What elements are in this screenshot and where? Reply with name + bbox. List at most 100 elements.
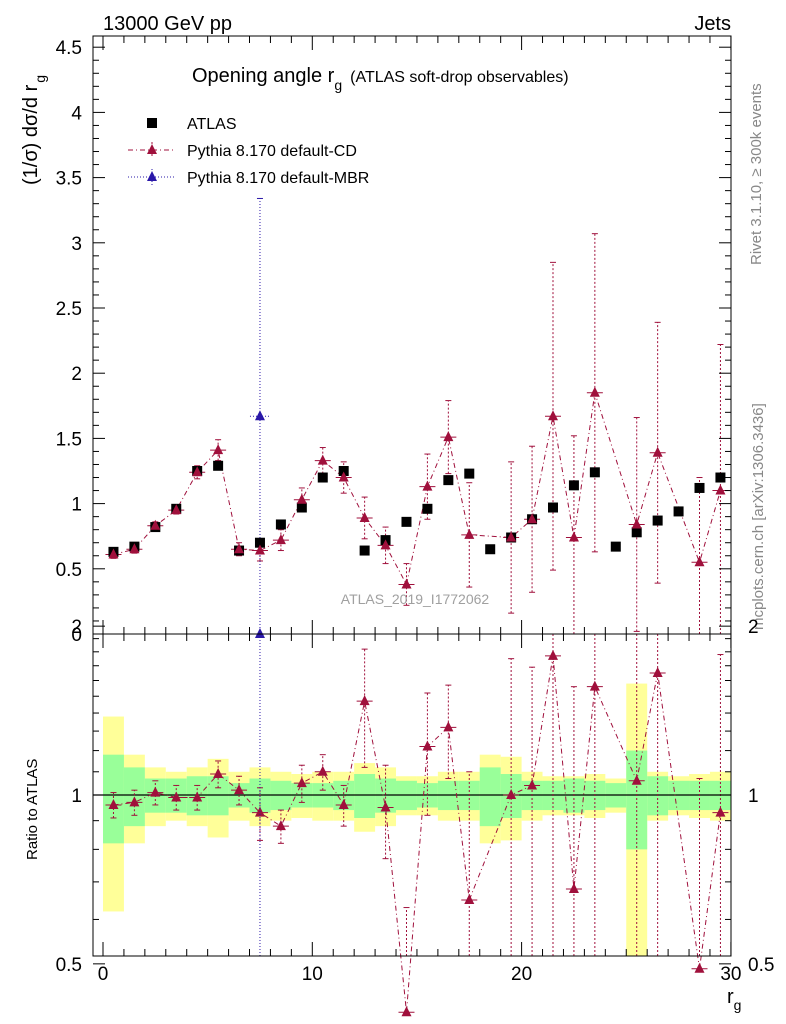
- mcplots-label: mcplots.cern.ch [arXiv:1306.3436]: [750, 403, 767, 630]
- atlas-point: [631, 527, 642, 538]
- ratio-cd-point: [401, 1006, 412, 1017]
- cd-point: [652, 446, 663, 457]
- atlas-point: [317, 472, 328, 483]
- ratio-cd-point: [296, 777, 307, 788]
- legend-atlas-label: ATLAS: [187, 116, 237, 133]
- cd-point: [422, 480, 433, 491]
- legend: ATLAS Pythia 8.170 default-CD Pythia 8.1…: [128, 116, 369, 187]
- ratio-cd-point: [108, 798, 119, 809]
- band-inner: [479, 767, 501, 827]
- atlas-point: [610, 541, 621, 552]
- cd-point: [715, 484, 726, 495]
- y-tick-label: 1: [71, 495, 82, 516]
- cd-point: [213, 444, 224, 455]
- ratio-cd-point: [192, 791, 203, 802]
- band-inner: [354, 774, 376, 818]
- atlas-point: [464, 468, 475, 479]
- y-tick-label: 4: [71, 103, 82, 124]
- ratio-y-label: Ratio to ATLAS: [24, 759, 41, 860]
- atlas-point: [213, 460, 224, 471]
- x-tick-label: 10: [302, 964, 323, 985]
- analysis-watermark: ATLAS_2019_I1772062: [341, 591, 490, 607]
- y-tick-label: 3.5: [56, 169, 82, 190]
- cd-point: [171, 504, 182, 515]
- atlas-point: [422, 503, 433, 514]
- cd-point: [464, 528, 475, 539]
- cd-point: [443, 431, 454, 442]
- cd-point: [234, 543, 245, 554]
- ratio-cd-point: [380, 801, 391, 812]
- cd-point: [506, 531, 517, 542]
- atlas-point: [547, 502, 558, 513]
- y-axis-label: (1/σ) dσ/d rg: [20, 75, 48, 185]
- title-main: Opening angle r: [192, 65, 335, 87]
- cd-point: [275, 534, 286, 545]
- atlas-point: [485, 544, 496, 555]
- ratio-cd-point: [715, 806, 726, 817]
- legend-mbr-marker: [147, 171, 157, 181]
- cd-point: [527, 513, 538, 524]
- rivet-label: Rivet 3.1.10, ≥ 300k events: [748, 83, 765, 265]
- ylabel-sub: g: [32, 75, 48, 83]
- atlas-point: [275, 519, 286, 530]
- energy-label: 13000 GeV pp: [103, 13, 232, 35]
- ratio-y-tick-label-right: 2: [748, 617, 759, 638]
- y-tick-label: 0: [71, 625, 82, 646]
- cd-point: [694, 556, 705, 567]
- title-tail: (ATLAS soft-drop observables): [350, 69, 568, 86]
- cd-point: [359, 511, 370, 522]
- ratio-cd-point: [317, 765, 328, 776]
- atlas-point: [359, 545, 370, 556]
- main-content: [105, 197, 729, 634]
- ratio-cd-point: [652, 667, 663, 678]
- plot-title: Opening angle rg (ATLAS soft-drop observa…: [192, 65, 569, 93]
- x-tick-label: 0: [98, 964, 109, 985]
- band-inner: [207, 776, 229, 816]
- atlas-point: [694, 482, 705, 493]
- cd-point: [296, 493, 307, 504]
- ratio-cd-point: [694, 962, 705, 973]
- ratio-panel: 0.5 0.51 12 20 10 20 30 Ratio to ATLAS rg: [24, 617, 775, 1017]
- ratio-cd-point: [234, 784, 245, 795]
- atlas-point: [589, 467, 600, 478]
- cd-point: [108, 548, 119, 559]
- atlas-point: [568, 480, 579, 491]
- ratio-cd-point: [568, 882, 579, 893]
- y-tick-label: 4.5: [56, 38, 82, 59]
- legend-cd-marker: [147, 144, 157, 154]
- ratio-cd-point: [129, 796, 140, 807]
- atlas-point: [443, 475, 454, 486]
- atlas-point: [715, 472, 726, 483]
- legend-cd-label: Pythia 8.170 default-CD: [187, 143, 357, 160]
- cd-point: [568, 531, 579, 542]
- cd-point: [150, 519, 161, 530]
- ratio-y-tick-label-right: 1: [748, 786, 759, 807]
- x-tick-label: 30: [720, 964, 741, 985]
- ratio-cd-point: [547, 649, 558, 660]
- ratio-y-tick-label-right: 0.5: [748, 955, 774, 976]
- ratio-cd-point: [150, 786, 161, 797]
- atlas-point: [338, 466, 349, 476]
- xlabel-main: r: [727, 986, 734, 1008]
- y-tick-label: 1.5: [56, 429, 82, 450]
- cd-line: [113, 392, 721, 586]
- cd-point: [589, 386, 600, 397]
- ratio-y-tick-label: 1: [71, 786, 82, 807]
- ratio-cd-point: [338, 798, 349, 809]
- ratio-y-tick-label: 2: [71, 617, 82, 638]
- title-sub: g: [334, 77, 342, 93]
- ratio-cd-point: [359, 695, 370, 706]
- cd-point: [317, 454, 328, 465]
- cd-point: [338, 471, 349, 482]
- x-axis-label: rg: [727, 986, 741, 1013]
- y-tick-label: 3: [71, 234, 82, 255]
- x-tick-label: 20: [511, 964, 532, 985]
- process-label: Jets: [694, 13, 731, 35]
- atlas-point: [652, 515, 663, 526]
- y-tick-label: 2.5: [56, 299, 82, 320]
- ratio-axes: 0.5 0.51 12 20 10 20 30: [56, 617, 775, 985]
- atlas-point: [296, 502, 307, 513]
- cd-point: [380, 539, 391, 550]
- y-tick-label: 2: [71, 364, 82, 385]
